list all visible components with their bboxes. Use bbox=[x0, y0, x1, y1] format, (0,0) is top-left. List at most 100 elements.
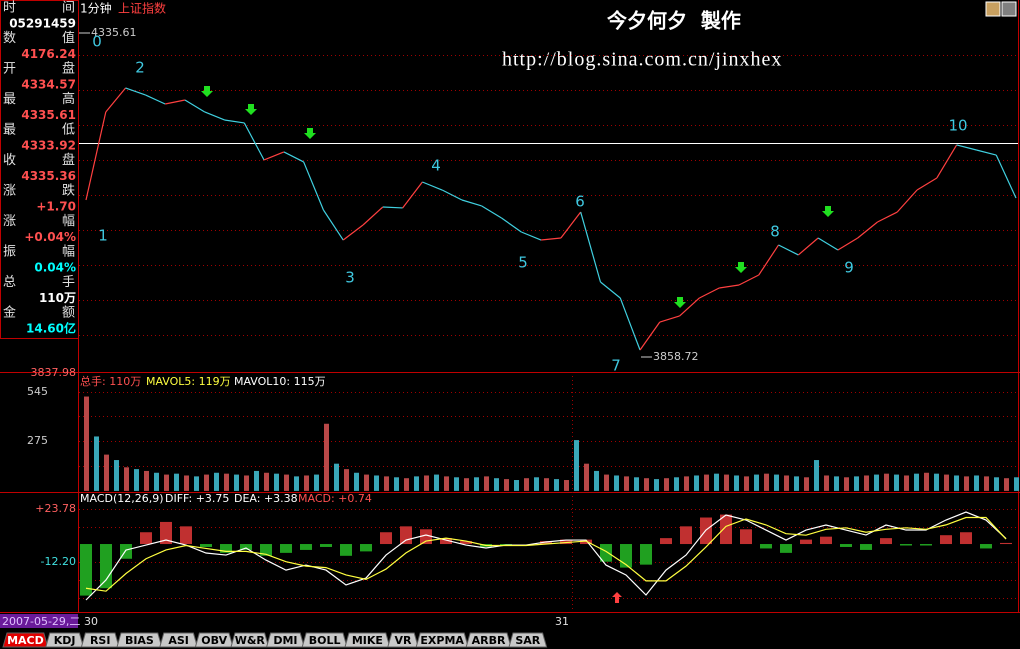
volume-bar bbox=[234, 474, 239, 491]
index-name: 上证指数 bbox=[118, 1, 166, 16]
volume-legend: 总手: 110万 bbox=[80, 374, 141, 388]
tab[interactable] bbox=[2, 632, 49, 648]
tab[interactable] bbox=[194, 632, 234, 648]
volume-bar bbox=[294, 476, 299, 491]
signal-arrow bbox=[245, 104, 257, 115]
volume-bar bbox=[684, 476, 689, 491]
tab-label[interactable]: DMI bbox=[273, 634, 297, 647]
macd-bar bbox=[460, 541, 472, 545]
tab[interactable] bbox=[508, 632, 548, 648]
tab[interactable] bbox=[465, 632, 512, 648]
price-segment bbox=[679, 297, 700, 317]
macd-bar bbox=[380, 532, 392, 545]
volume-bar bbox=[804, 477, 809, 491]
volume-bar bbox=[194, 476, 199, 491]
volume-bar bbox=[414, 476, 419, 491]
price-segment bbox=[461, 199, 482, 207]
bottom-price-label: 3837.98 bbox=[31, 366, 77, 379]
high-label: 4335.61 bbox=[91, 26, 137, 39]
volume-bar bbox=[884, 473, 889, 491]
tab-label[interactable]: BIAS bbox=[125, 634, 154, 647]
tab-label[interactable]: W&R bbox=[235, 634, 266, 647]
macd-bar bbox=[920, 544, 932, 546]
volume-bar bbox=[924, 472, 929, 491]
day-label: 30 bbox=[84, 615, 98, 628]
tab[interactable] bbox=[230, 632, 270, 648]
y-tick-label: 275 bbox=[27, 434, 48, 447]
volume-bar bbox=[334, 463, 339, 491]
info-label: 涨跌 bbox=[3, 183, 121, 199]
price-segment bbox=[600, 281, 621, 299]
wave-label: 6 bbox=[575, 193, 585, 211]
macd-bar bbox=[780, 544, 792, 553]
wave-label: 1 bbox=[98, 227, 108, 245]
tab-label[interactable]: EXPMA bbox=[420, 634, 464, 647]
macd-bar bbox=[760, 544, 772, 549]
price-segment bbox=[382, 206, 403, 209]
volume-bar bbox=[204, 474, 209, 491]
y-tick-label: -12.20 bbox=[41, 555, 76, 568]
macd-bar bbox=[620, 544, 632, 568]
macd-legend: MACD(12,26,9) bbox=[80, 492, 164, 505]
tab-label[interactable]: RSI bbox=[90, 634, 111, 647]
volume-bar bbox=[694, 475, 699, 491]
info-value: 14.60亿 bbox=[26, 321, 76, 336]
tab[interactable] bbox=[301, 632, 348, 648]
tab-label[interactable]: VR bbox=[395, 634, 413, 647]
tab-label[interactable]: MIKE bbox=[352, 634, 383, 647]
window-icon[interactable] bbox=[1001, 1, 1017, 17]
price-segment bbox=[145, 94, 166, 105]
url: http://blog.sina.com.cn/jinxhex bbox=[502, 49, 782, 71]
price-segment bbox=[224, 119, 245, 124]
price-segment bbox=[659, 315, 680, 323]
volume-bar bbox=[714, 473, 719, 491]
tab[interactable] bbox=[415, 632, 469, 648]
tab-label[interactable]: BOLL bbox=[309, 634, 341, 647]
tab[interactable] bbox=[344, 632, 391, 648]
macd-bar bbox=[320, 544, 332, 547]
tab-label[interactable]: ARBR bbox=[472, 634, 506, 647]
price-segment bbox=[402, 181, 423, 209]
tab[interactable] bbox=[116, 632, 163, 648]
volume-bar bbox=[674, 477, 679, 491]
info-label: 时间 bbox=[3, 1, 121, 16]
tab[interactable] bbox=[80, 632, 120, 648]
watermark: 今夕何夕 製作 bbox=[607, 9, 741, 33]
volume-bar bbox=[784, 475, 789, 491]
tab-label[interactable]: ASI bbox=[168, 634, 189, 647]
info-label: 开盘 bbox=[3, 61, 121, 77]
low-label: 3858.72 bbox=[653, 350, 699, 363]
macd-bar bbox=[940, 535, 952, 545]
tab[interactable] bbox=[159, 632, 199, 648]
macd-bar bbox=[880, 538, 892, 545]
price-segment bbox=[125, 87, 146, 96]
tab[interactable] bbox=[45, 632, 85, 648]
wave-label: 5 bbox=[518, 254, 528, 272]
price-segment bbox=[263, 151, 285, 161]
tab[interactable] bbox=[387, 632, 419, 648]
tab-label[interactable]: SAR bbox=[515, 634, 540, 647]
macd-bar bbox=[100, 544, 112, 589]
price-segment bbox=[501, 217, 522, 233]
info-value: 4176.24 bbox=[21, 47, 76, 61]
volume-bar bbox=[314, 474, 319, 491]
tab-label[interactable]: KDJ bbox=[54, 634, 76, 647]
signal-arrow bbox=[822, 206, 834, 217]
tab[interactable] bbox=[265, 632, 305, 648]
wave-label: 2 bbox=[135, 59, 145, 77]
signal-arrow bbox=[612, 592, 622, 603]
macd-bar bbox=[720, 514, 732, 545]
date-box bbox=[0, 614, 78, 628]
tab-label[interactable]: OBV bbox=[201, 634, 227, 647]
volume-bar bbox=[434, 474, 439, 491]
macd-bar bbox=[160, 521, 172, 545]
tab-label[interactable]: MACD bbox=[7, 634, 44, 647]
volume-bar bbox=[704, 474, 709, 491]
price-segment bbox=[877, 211, 898, 223]
signal-arrow bbox=[304, 128, 316, 139]
macd-bar bbox=[400, 526, 412, 545]
volume-bar bbox=[914, 473, 919, 491]
window-icon[interactable] bbox=[985, 1, 1001, 17]
volume-bar bbox=[154, 472, 159, 491]
volume-bar bbox=[394, 477, 399, 491]
